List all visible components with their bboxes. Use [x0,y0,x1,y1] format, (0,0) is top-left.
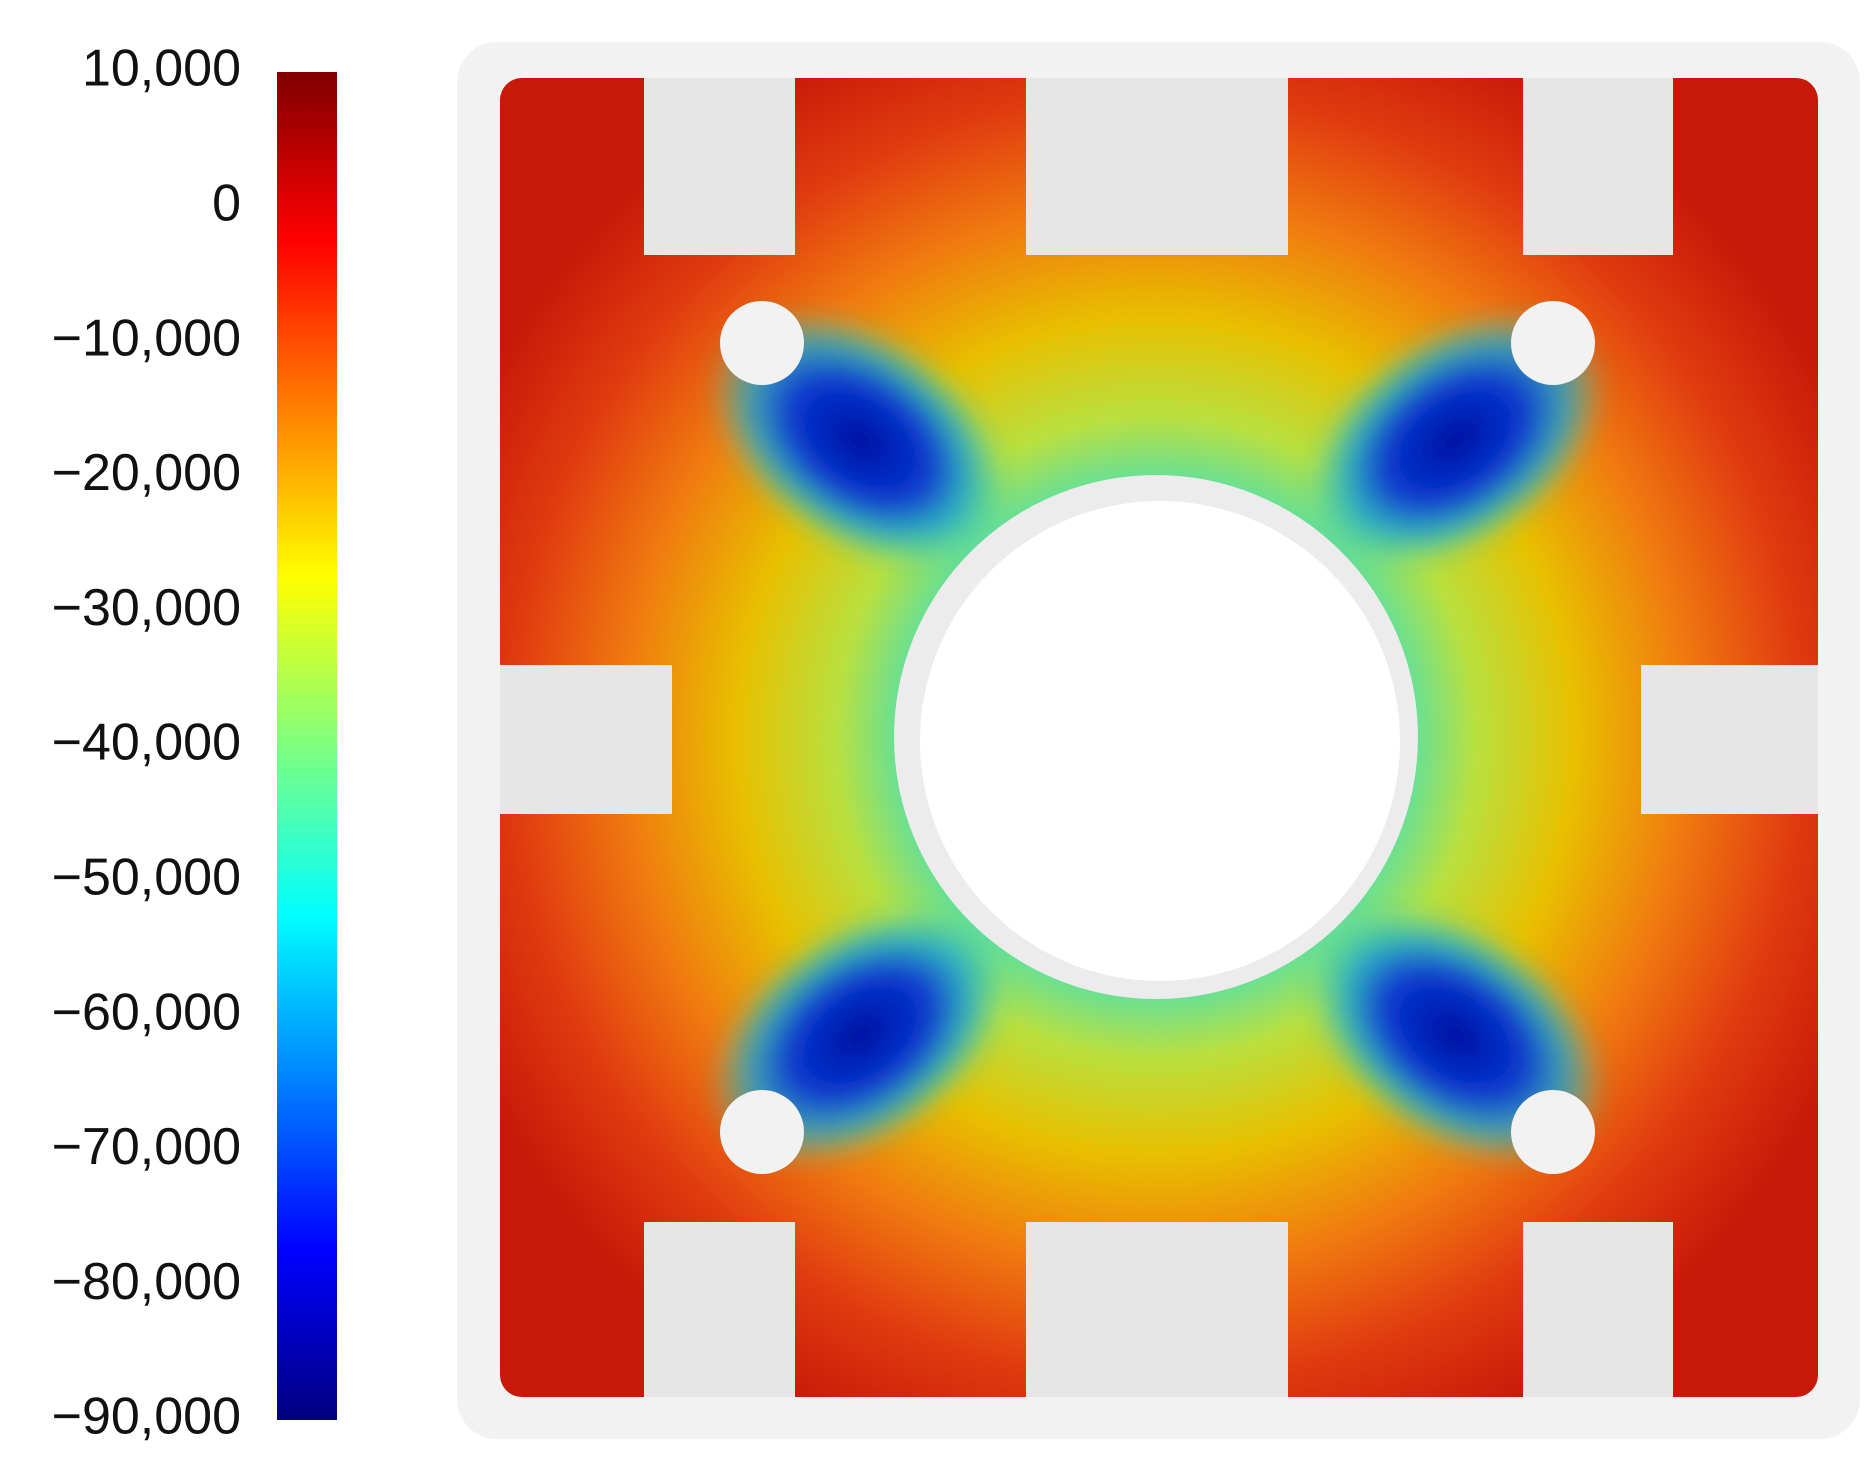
notches [500,78,1818,1397]
colorbar-tick-label: −50,000 [52,849,241,907]
colorbar [277,72,337,1420]
colorbar-tick-label: −60,000 [52,983,241,1041]
colorbar-tick-label: −10,000 [52,309,241,367]
colorbar-tick-label: 10,000 [82,40,241,98]
bolt-holes [720,301,1595,1174]
colorbar-tick-label: −70,000 [52,1118,241,1176]
colorbar-tick-label: −30,000 [52,579,241,637]
colorbar-tick-label: −90,000 [52,1388,241,1446]
colorbar-tick-label: −80,000 [52,1253,241,1311]
part [457,42,1860,1439]
colorbar-tick-label: 0 [212,175,241,233]
colorbar-tick-label: −20,000 [52,444,241,502]
colorbar-tick-label: −40,000 [52,714,241,772]
